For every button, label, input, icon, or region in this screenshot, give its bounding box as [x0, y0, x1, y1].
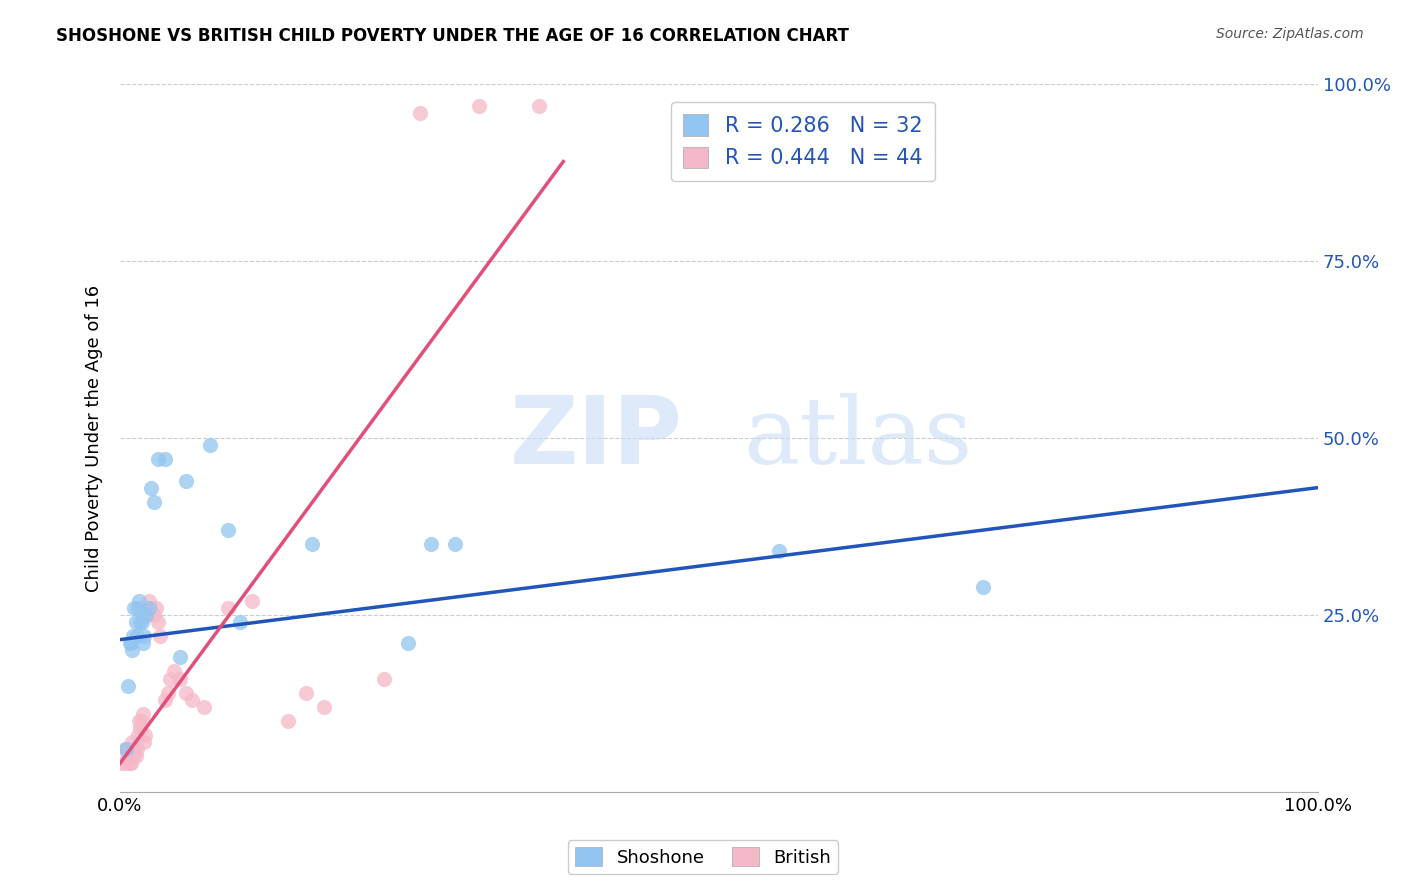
Point	[135, 607, 157, 622]
Point	[125, 629, 148, 643]
Point	[115, 742, 138, 756]
Point	[115, 742, 138, 756]
Point	[972, 580, 994, 594]
Point	[135, 607, 157, 622]
Point	[145, 600, 167, 615]
Point	[138, 600, 160, 615]
Point	[132, 636, 155, 650]
Point	[131, 615, 153, 629]
Point	[127, 728, 149, 742]
Text: ZIP: ZIP	[510, 392, 683, 484]
Text: Source: ZipAtlas.com: Source: ZipAtlas.com	[1216, 27, 1364, 41]
Legend: R = 0.286   N = 32, R = 0.444   N = 44: R = 0.286 N = 32, R = 0.444 N = 44	[671, 102, 935, 181]
Point	[217, 523, 239, 537]
Text: SHOSHONE VS BRITISH CHILD POVERTY UNDER THE AGE OF 16 CORRELATION CHART: SHOSHONE VS BRITISH CHILD POVERTY UNDER …	[56, 27, 849, 45]
Point	[159, 672, 181, 686]
Y-axis label: Child Poverty Under the Age of 16: Child Poverty Under the Age of 16	[86, 285, 103, 591]
Point	[131, 714, 153, 728]
Point	[198, 438, 221, 452]
Point	[128, 714, 150, 728]
Point	[124, 615, 146, 629]
Point	[163, 665, 186, 679]
Point	[373, 672, 395, 686]
Point	[132, 735, 155, 749]
Point	[156, 686, 179, 700]
Point	[148, 452, 170, 467]
Point	[117, 679, 139, 693]
Point	[277, 714, 299, 728]
Point	[139, 481, 162, 495]
Point	[121, 643, 143, 657]
Point	[240, 593, 263, 607]
Point	[122, 629, 145, 643]
Point	[155, 692, 177, 706]
Point	[132, 706, 155, 721]
Point	[148, 629, 170, 643]
Point	[129, 615, 152, 629]
Point	[114, 742, 136, 756]
Point	[180, 692, 202, 706]
Point	[444, 537, 467, 551]
Point	[138, 593, 160, 607]
Point	[118, 636, 141, 650]
Point	[420, 537, 443, 551]
Point	[115, 756, 138, 771]
Point	[155, 452, 177, 467]
Point	[174, 474, 197, 488]
Point	[120, 756, 142, 771]
Point	[139, 600, 162, 615]
Point	[132, 629, 155, 643]
Legend: Shoshone, British: Shoshone, British	[568, 840, 838, 874]
Point	[193, 699, 215, 714]
Point	[169, 650, 191, 665]
Point	[174, 686, 197, 700]
Point	[229, 615, 252, 629]
Point	[122, 749, 145, 764]
Point	[111, 756, 134, 771]
Point	[120, 636, 142, 650]
Point	[468, 98, 491, 112]
Text: atlas: atlas	[742, 393, 973, 483]
Point	[136, 600, 159, 615]
Point	[142, 607, 165, 622]
Point	[134, 728, 156, 742]
Point	[217, 600, 239, 615]
Point	[294, 686, 316, 700]
Point	[125, 742, 148, 756]
Point	[169, 672, 191, 686]
Point	[142, 494, 165, 508]
Point	[301, 537, 323, 551]
Point	[396, 636, 419, 650]
Point	[529, 98, 551, 112]
Point	[118, 756, 141, 771]
Point	[768, 544, 790, 558]
Point	[128, 593, 150, 607]
Point	[124, 749, 146, 764]
Point	[117, 749, 139, 764]
Point	[408, 105, 430, 120]
Point	[121, 735, 143, 749]
Point	[148, 615, 170, 629]
Point	[124, 600, 146, 615]
Point	[124, 742, 146, 756]
Point	[129, 721, 152, 735]
Point	[312, 699, 335, 714]
Point	[127, 600, 149, 615]
